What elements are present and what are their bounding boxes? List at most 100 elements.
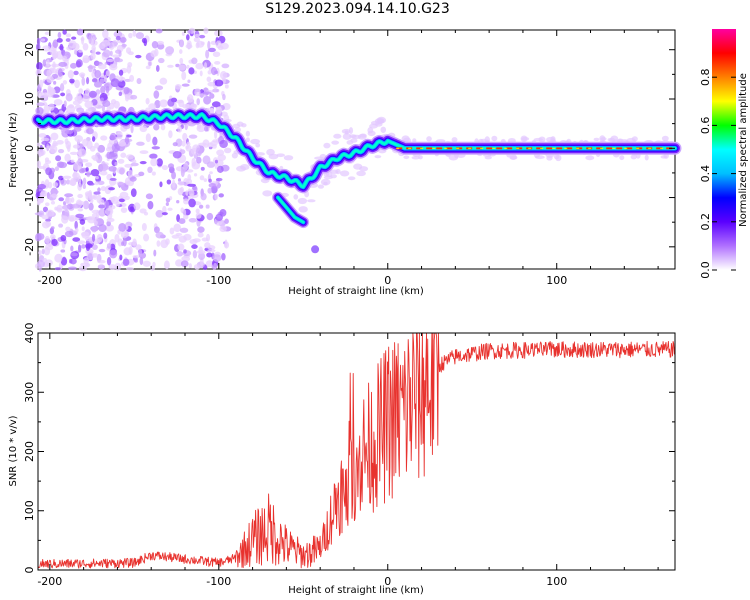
- noise-speck: [188, 217, 197, 223]
- noise-speck: [52, 52, 58, 59]
- noise-speck: [349, 134, 357, 139]
- noise-speck: [56, 161, 65, 168]
- noise-speck: [320, 178, 331, 186]
- noise-speck: [317, 184, 325, 189]
- noise-speck: [139, 125, 148, 133]
- noise-speck: [221, 63, 230, 69]
- noise-speck: [78, 168, 85, 174]
- noise-speck: [105, 85, 110, 94]
- noise-speck: [619, 155, 625, 161]
- noise-speck: [87, 182, 95, 186]
- noise-speck: [40, 190, 47, 197]
- noise-speck: [76, 92, 82, 100]
- noise-speck: [204, 62, 208, 69]
- noise-speck: [297, 197, 308, 205]
- noise-speck: [108, 42, 115, 50]
- noise-speck: [401, 135, 410, 142]
- noise-speck: [115, 35, 121, 41]
- noise-speck: [42, 257, 48, 263]
- noise-speck: [411, 156, 420, 160]
- snr-series: [37, 332, 676, 569]
- noise-speck: [175, 259, 183, 267]
- noise-speck: [38, 133, 47, 138]
- noise-speck: [200, 192, 207, 201]
- noise-speck: [191, 157, 196, 167]
- noise-speck: [82, 177, 87, 186]
- noise-speck: [41, 248, 45, 255]
- noise-speck: [357, 133, 367, 140]
- noise-speck: [148, 61, 152, 66]
- noise-speck: [91, 233, 96, 242]
- noise-speck: [179, 49, 183, 55]
- noise-speck: [77, 244, 82, 253]
- noise-speck: [219, 209, 227, 217]
- spectrogram-y-tick-label: 20: [23, 43, 36, 57]
- noise-speck: [84, 100, 94, 109]
- noise-speck: [323, 142, 331, 149]
- noise-speck: [145, 193, 154, 200]
- noise-speck: [161, 165, 169, 171]
- noise-speck: [183, 198, 190, 205]
- spectrogram-x-tick-label: 100: [546, 274, 567, 287]
- noise-speck: [180, 207, 185, 213]
- noise-speck: [172, 179, 176, 188]
- noise-speck: [179, 227, 189, 233]
- spectrogram-ridge-layer: [31, 107, 682, 254]
- noise-speck: [98, 248, 106, 253]
- snr-y-tick-label: 400: [23, 323, 36, 344]
- noise-speck: [82, 184, 87, 190]
- noise-speck: [74, 220, 78, 230]
- colorbar-label: Normalized spectral amplitude: [738, 73, 749, 227]
- noise-speck: [207, 70, 212, 75]
- noise-speck: [78, 88, 84, 94]
- noise-speck: [83, 200, 90, 210]
- noise-speck: [35, 106, 44, 115]
- noise-speck: [88, 34, 92, 44]
- noise-speck: [484, 136, 491, 144]
- noise-speck: [178, 235, 187, 243]
- noise-speck: [136, 78, 142, 85]
- noise-speck: [58, 197, 65, 202]
- noise-speck: [187, 94, 194, 103]
- noise-speck: [555, 154, 562, 162]
- noise-speck: [151, 146, 161, 150]
- colorbar-gradient: [712, 29, 736, 270]
- noise-speck: [214, 79, 224, 87]
- noise-speck: [105, 224, 114, 232]
- noise-speck: [75, 227, 79, 233]
- noise-speck: [205, 233, 211, 242]
- noise-speck: [46, 75, 54, 83]
- noise-speck: [186, 169, 194, 173]
- noise-speck: [117, 158, 125, 164]
- noise-speck: [331, 140, 340, 145]
- noise-speck: [54, 166, 60, 172]
- noise-speck: [99, 170, 108, 176]
- noise-speck: [38, 250, 42, 256]
- spectrogram-noise-layer: [34, 27, 677, 272]
- noise-speck: [205, 260, 214, 268]
- noise-speck: [50, 200, 56, 205]
- noise-speck: [175, 63, 180, 68]
- noise-speck: [167, 64, 174, 68]
- noise-speck: [138, 249, 143, 257]
- noise-speck: [178, 218, 186, 225]
- noise-speck: [118, 69, 124, 76]
- noise-speck: [241, 123, 247, 128]
- noise-speck: [114, 161, 118, 166]
- noise-speck: [65, 38, 71, 42]
- snr-x-tick-label: -200: [37, 575, 62, 588]
- noise-speck: [115, 58, 124, 63]
- noise-speck: [374, 155, 382, 159]
- noise-speck: [150, 50, 157, 58]
- noise-speck: [149, 153, 158, 159]
- noise-speck: [132, 255, 140, 259]
- noise-speck: [200, 166, 205, 171]
- noise-speck: [63, 209, 70, 217]
- noise-speck: [185, 190, 189, 196]
- noise-speck: [88, 202, 94, 211]
- noise-speck: [181, 255, 191, 262]
- noise-speck: [119, 167, 125, 175]
- noise-speck: [191, 244, 198, 249]
- noise-speck: [93, 191, 101, 195]
- noise-speck: [631, 136, 638, 142]
